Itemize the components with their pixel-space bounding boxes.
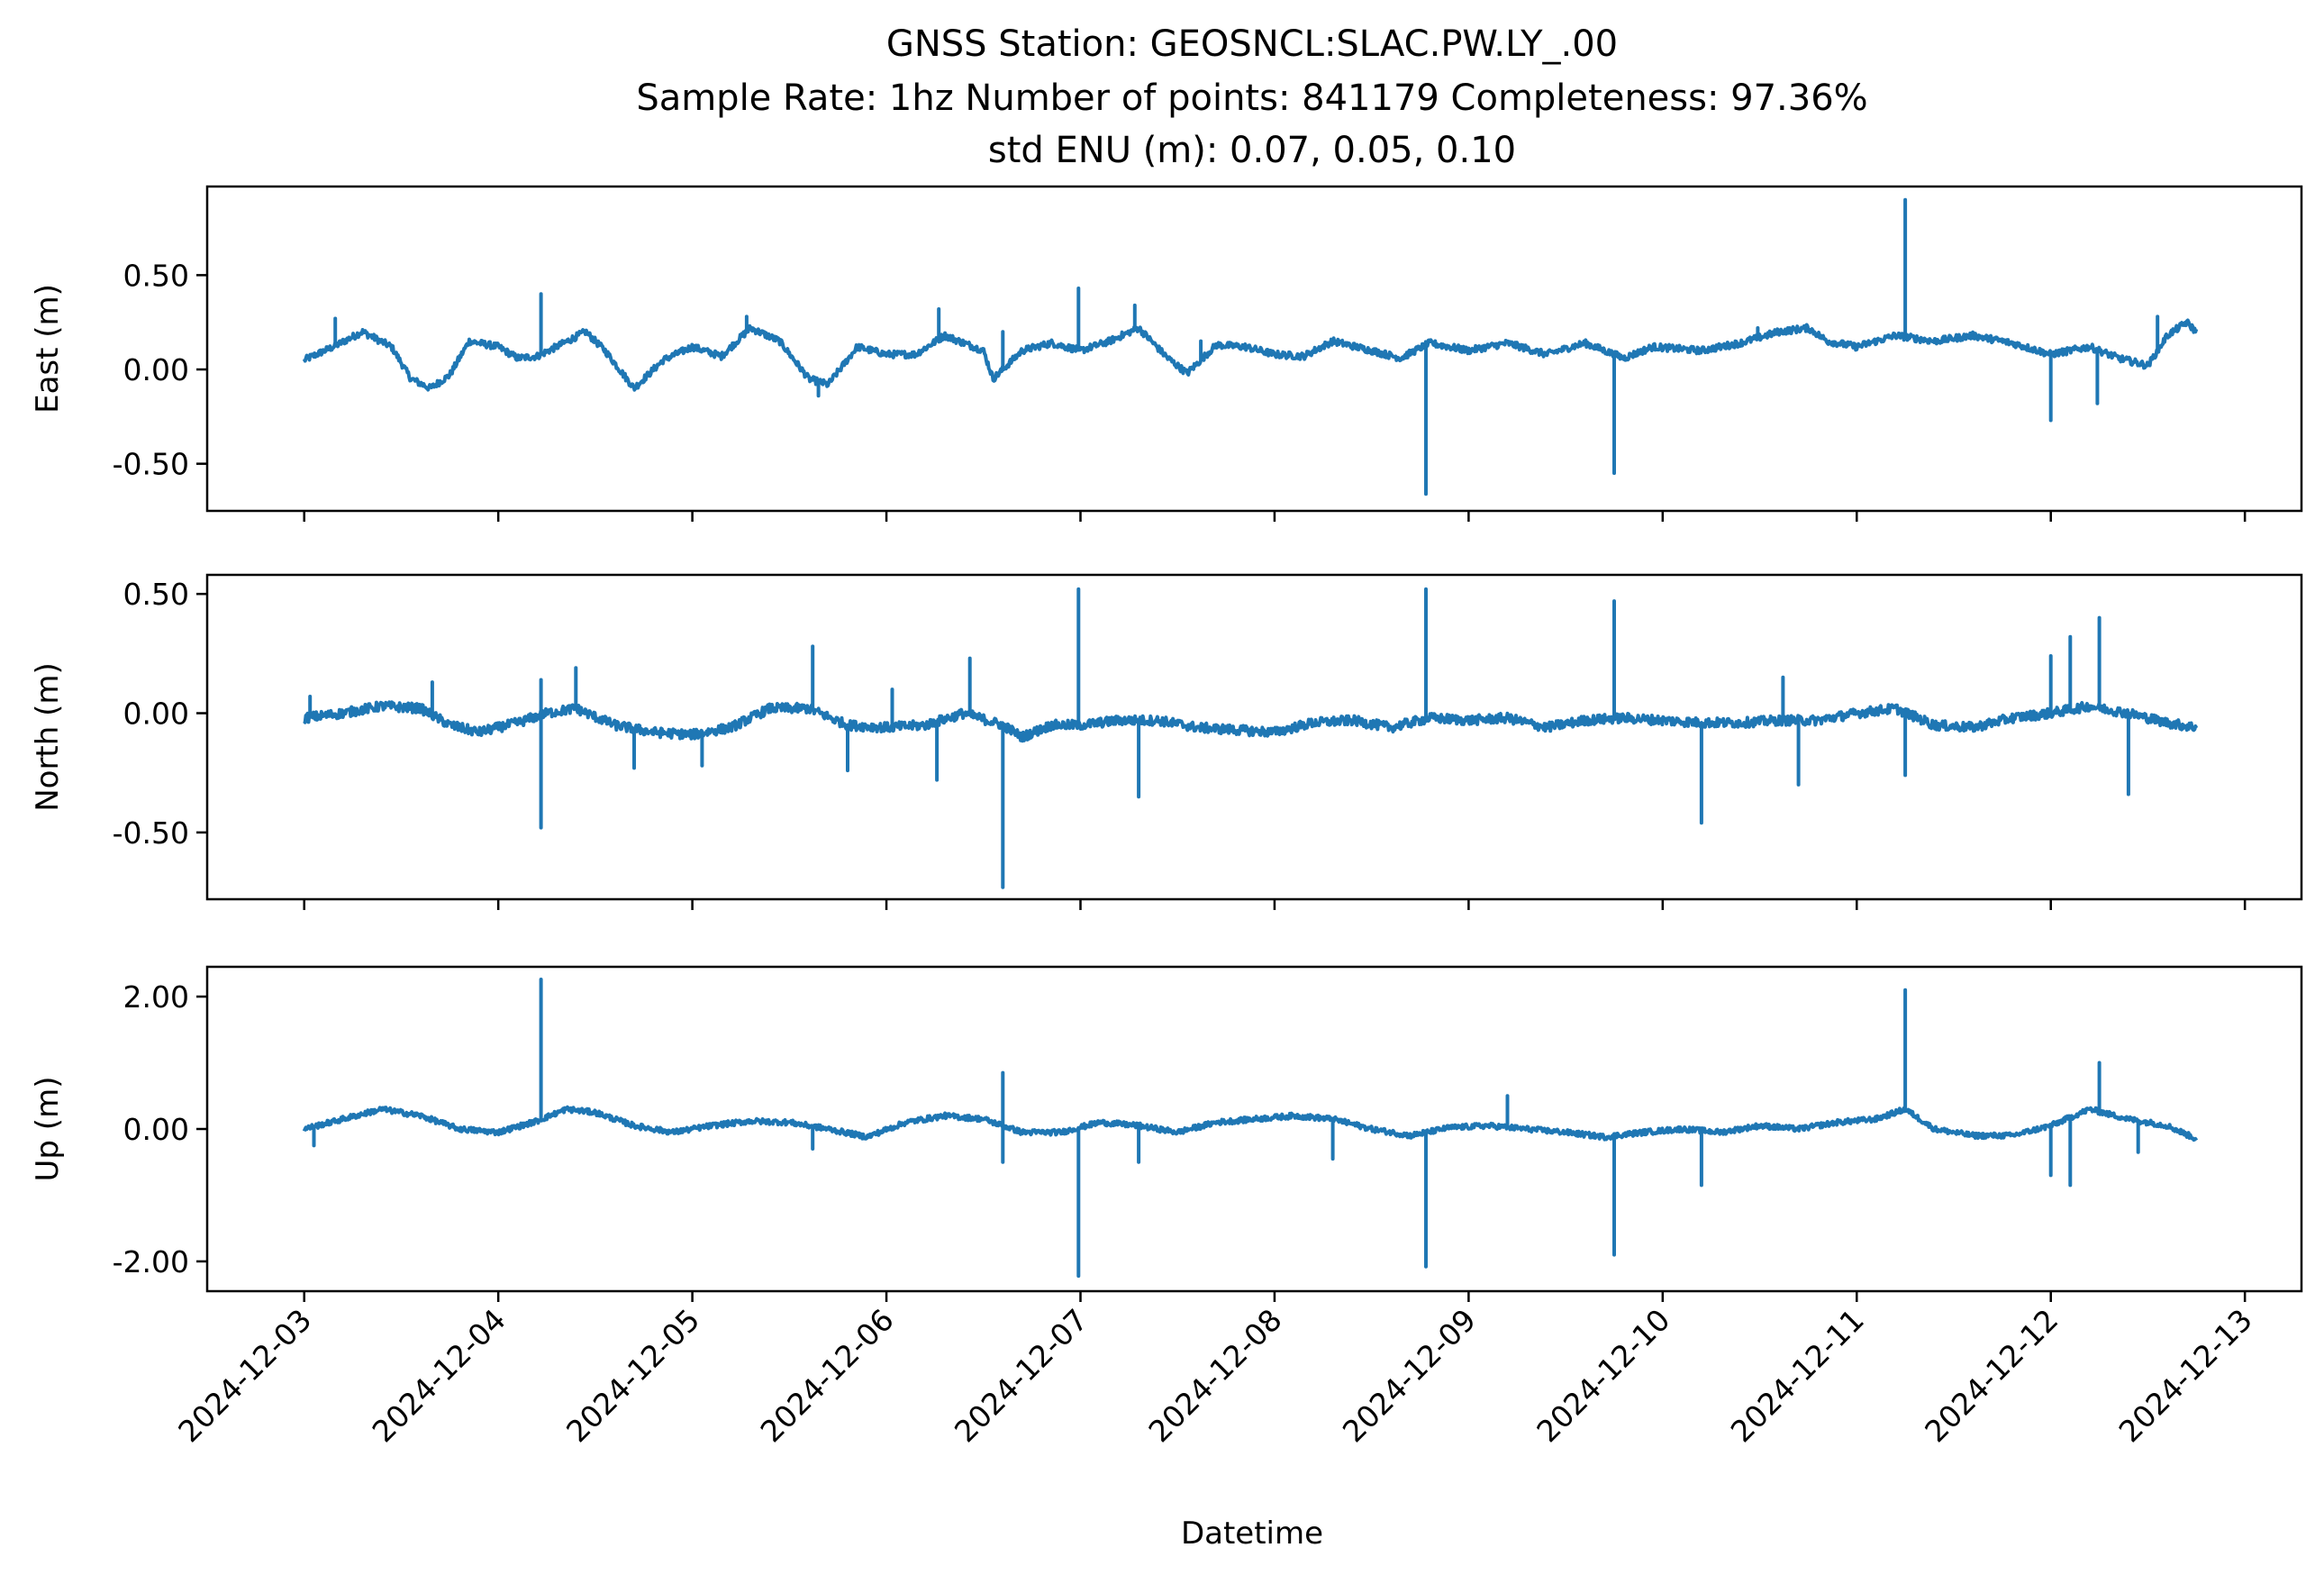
title-line-3: std ENU (m): 0.07, 0.05, 0.10 bbox=[988, 130, 1516, 171]
north-panel: 0.50 0.00 -0.50 North (m) bbox=[30, 573, 2303, 910]
y-tick-label: -0.50 bbox=[113, 815, 189, 851]
y-tick-label: 0.50 bbox=[123, 577, 189, 612]
y-axis-label: Up (m) bbox=[30, 1077, 66, 1182]
series-line bbox=[302, 197, 2199, 496]
series-line bbox=[303, 587, 2199, 889]
y-axis-label: East (m) bbox=[30, 284, 66, 414]
y-axis-label: North (m) bbox=[30, 662, 66, 812]
series-line bbox=[302, 978, 2199, 1279]
title-line-1: GNSS Station: GEOSNCL:SLAC.PW.LY_.00 bbox=[886, 23, 1618, 65]
y-tick-label: 0.00 bbox=[123, 352, 189, 387]
plot-frame bbox=[205, 573, 2303, 901]
y-tick-label: 0.00 bbox=[123, 696, 189, 732]
y-tick-label: 2.00 bbox=[123, 979, 189, 1015]
y-tick-label: 0.50 bbox=[123, 258, 189, 293]
plot-frame bbox=[205, 185, 2303, 513]
x-axis-label: Datetime bbox=[1181, 1516, 1323, 1552]
title-line-2: Sample Rate: 1hz Number of points: 84117… bbox=[636, 77, 1867, 119]
y-tick-label: 0.00 bbox=[123, 1112, 189, 1147]
y-tick-label: -0.50 bbox=[113, 447, 189, 482]
east-panel: 0.50 0.00 -0.50 East (m) bbox=[30, 185, 2303, 522]
y-tick-label: -2.00 bbox=[113, 1244, 189, 1279]
